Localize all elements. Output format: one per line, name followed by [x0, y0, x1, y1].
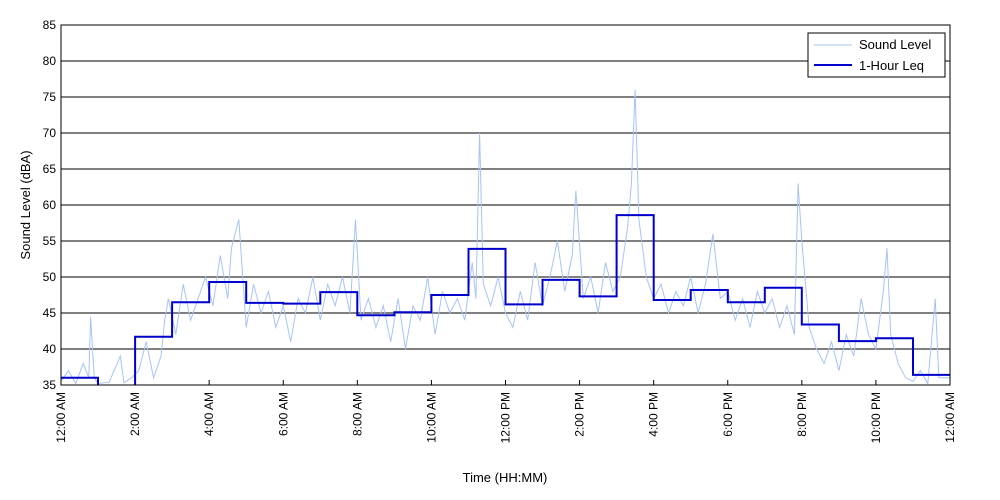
- x-tick-label: 4:00 AM: [202, 392, 216, 436]
- legend-box: [807, 32, 946, 78]
- plot-frame: [60, 24, 951, 386]
- x-tick-label: 12:00 PM: [499, 392, 513, 443]
- y-tick-label: 80: [43, 54, 57, 68]
- x-tick-label: 4:00 PM: [647, 392, 661, 437]
- y-tick-label: 50: [43, 270, 57, 284]
- y-tick-label: 45: [43, 306, 57, 320]
- x-tick-label: 10:00 AM: [424, 392, 438, 443]
- y-tick-label: 55: [43, 234, 57, 248]
- y-tick-label: 40: [43, 342, 57, 356]
- x-tick-label: 12:00 AM: [54, 392, 68, 443]
- legend: Sound Level 1-Hour Leq: [807, 32, 946, 78]
- x-tick-label: 6:00 PM: [721, 392, 735, 437]
- one-hour-leq-line: [61, 214, 950, 385]
- x-tick-label: 10:00 PM: [869, 392, 883, 443]
- y-tick-label: 65: [43, 162, 57, 176]
- y-tick-labels: 35 40 45 50 55 60 65 70 75 80 85: [43, 18, 57, 392]
- x-tick-label: 8:00 PM: [795, 392, 809, 437]
- legend-label-leq: 1-Hour Leq: [859, 58, 924, 73]
- legend-label-sound-level: Sound Level: [859, 37, 931, 52]
- y-tick-label: 75: [43, 90, 57, 104]
- x-tick-labels: 12:00 AM 2:00 AM 4:00 AM 6:00 AM 8:00 AM 10:0…: [54, 392, 957, 443]
- x-tick-label: 6:00 AM: [276, 392, 290, 436]
- x-tick-label: 2:00 AM: [128, 392, 142, 436]
- series-group: [61, 89, 950, 385]
- y-tick-label: 60: [43, 198, 57, 212]
- x-tick-label: 12:00 AM: [943, 392, 957, 443]
- x-axis-title: Time (HH:MM): [463, 470, 548, 485]
- y-tick-label: 70: [43, 126, 57, 140]
- x-tick-label: 2:00 PM: [573, 392, 587, 437]
- y-axis-title: Sound Level (dBA): [18, 150, 33, 259]
- y-tick-label: 35: [43, 378, 57, 392]
- x-tick-label: 8:00 AM: [350, 392, 364, 436]
- y-tick-label: 85: [43, 18, 57, 32]
- sound-level-line: [61, 89, 950, 385]
